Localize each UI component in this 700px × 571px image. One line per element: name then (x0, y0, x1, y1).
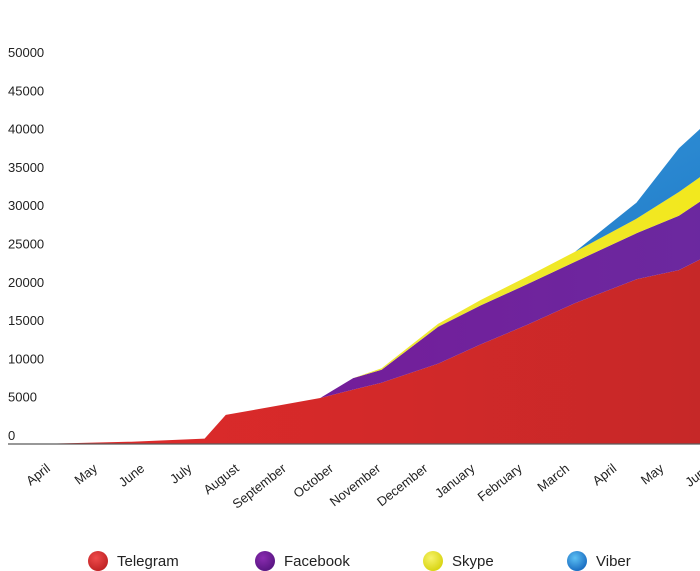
x-tick-label: February (475, 460, 526, 504)
y-tick-label: 45000 (8, 83, 44, 98)
legend-label: Telegram (117, 553, 179, 570)
x-tick-label: June (682, 461, 700, 490)
y-tick-label: 30000 (8, 198, 44, 213)
legend-swatch (255, 551, 275, 571)
legend-item-telegram: Telegram (88, 551, 179, 571)
area-telegram (37, 259, 700, 444)
legend-item-skype: Skype (423, 551, 494, 571)
x-tick-label: May (71, 460, 100, 487)
legend-label: Facebook (284, 553, 350, 570)
y-tick-label: 20000 (8, 275, 44, 290)
legend-item-viber: Viber (567, 551, 631, 571)
legend-label: Viber (596, 553, 631, 570)
y-tick-label: 10000 (8, 351, 44, 366)
y-tick-label: 40000 (8, 122, 44, 137)
x-tick-label: September (229, 460, 289, 511)
x-tick-label: January (432, 460, 478, 501)
y-tick-label: 50000 (8, 45, 44, 60)
legend-swatch (88, 551, 108, 571)
y-tick-label: 25000 (8, 237, 44, 252)
y-tick-label: 35000 (8, 160, 44, 175)
legend-label: Skype (452, 553, 494, 570)
x-tick-label: December (374, 460, 431, 509)
x-tick-label: November (327, 460, 384, 509)
x-tick-label: April (590, 460, 620, 488)
x-tick-label: March (534, 461, 572, 495)
x-tick-label: May (638, 460, 667, 487)
x-tick-label: June (116, 461, 147, 490)
x-tick-label: August (201, 460, 242, 497)
legend-swatch (423, 551, 443, 571)
y-tick-label: 5000 (8, 390, 37, 405)
x-tick-label: April (23, 460, 53, 488)
y-tick-label: 15000 (8, 313, 44, 328)
y-tick-label: 0 (8, 428, 15, 443)
legend-item-facebook: Facebook (255, 551, 350, 571)
x-tick-label: July (167, 460, 195, 486)
legend-swatch (567, 551, 587, 571)
